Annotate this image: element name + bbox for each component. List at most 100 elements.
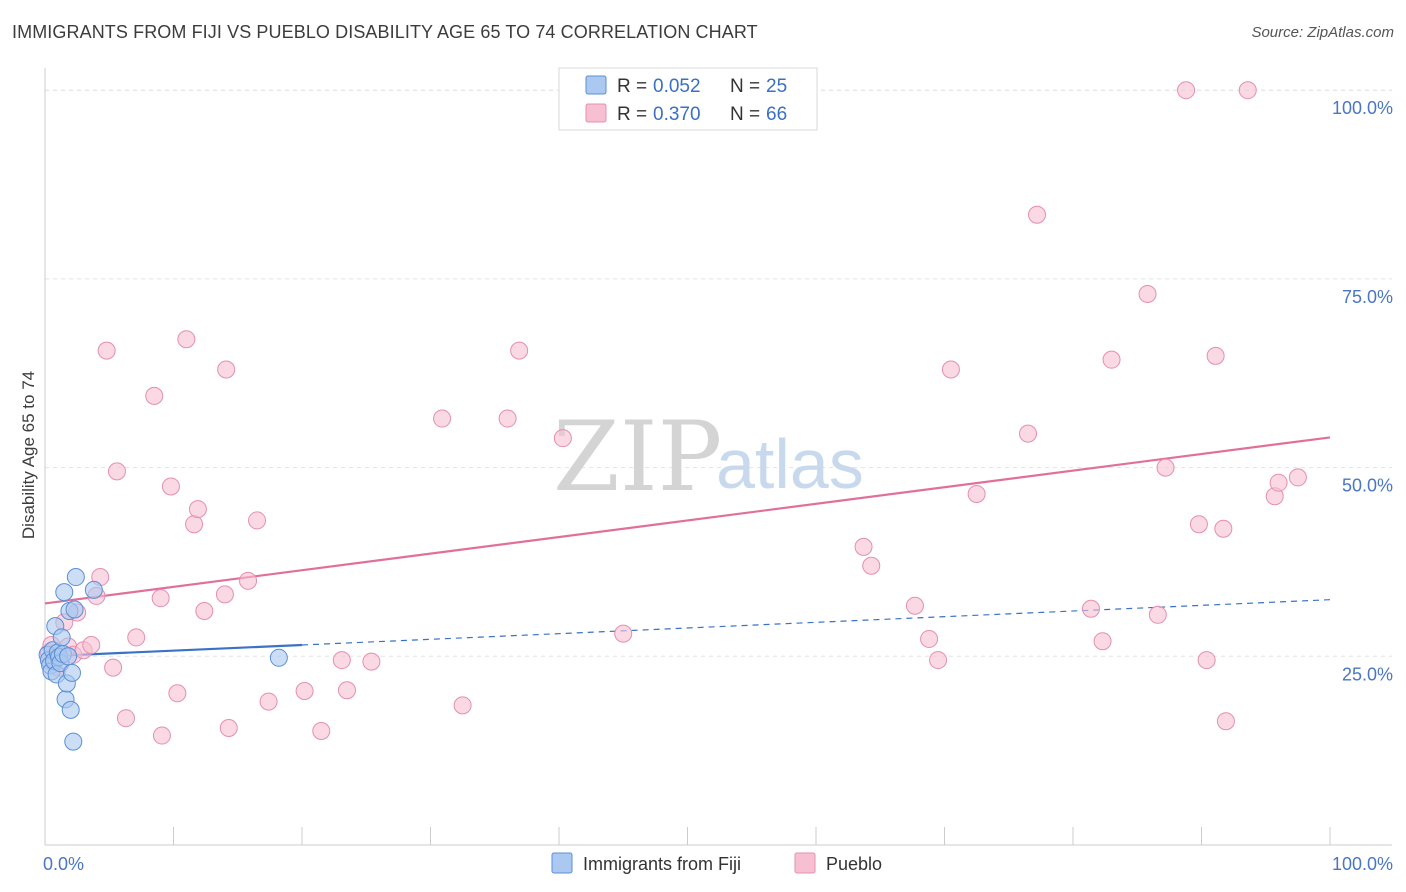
point-pueblo-23: [185, 515, 204, 534]
x-tick-label-1: 100.0%: [1332, 854, 1393, 874]
point-fiji-19: [62, 663, 81, 682]
watermark: ZIP atlas: [553, 401, 864, 513]
point-pueblo-35: [337, 681, 356, 700]
point-pueblo-33: [312, 722, 331, 741]
point-pueblo-20: [161, 477, 180, 496]
grid-lines: [45, 89, 1392, 657]
point-pueblo-62: [1206, 346, 1225, 365]
legend-fiji-r-value: 0.052: [653, 76, 701, 97]
legend-pueblo-r-label: R =: [617, 104, 647, 125]
point-fiji-24: [269, 648, 288, 667]
point-pueblo-59: [1177, 81, 1196, 100]
point-pueblo-64: [1214, 519, 1233, 538]
point-fiji-16: [59, 647, 78, 666]
point-pueblo-29: [239, 571, 258, 590]
point-pueblo-30: [248, 511, 267, 530]
legend-swatch-pueblo: [585, 103, 607, 123]
y-tick-label-2: 75.0%: [1342, 287, 1393, 307]
point-pueblo-68: [1288, 468, 1307, 487]
point-fiji-13: [55, 583, 74, 602]
point-fiji-18: [61, 700, 80, 719]
chart-title: IMMIGRANTS FROM FIJI VS PUEBLO DISABILIT…: [12, 22, 758, 42]
point-pueblo-60: [1189, 515, 1208, 534]
point-pueblo-54: [1093, 632, 1112, 651]
point-pueblo-65: [1238, 81, 1257, 100]
point-pueblo-53: [1081, 599, 1100, 618]
point-pueblo-57: [1148, 605, 1167, 624]
point-fiji-22: [66, 568, 85, 587]
legend-fiji-r-label: R =: [617, 76, 647, 97]
point-pueblo-52: [1028, 205, 1047, 224]
point-fiji-11: [52, 628, 71, 647]
point-pueblo-9: [82, 635, 101, 654]
point-fiji-23: [84, 580, 103, 599]
y-tick-labels: 25.0% 50.0% 75.0% 100.0%: [1332, 98, 1393, 684]
point-pueblo-13: [104, 658, 123, 677]
point-pueblo-42: [614, 624, 633, 643]
point-pueblo-47: [920, 629, 939, 648]
y-tick-label-1: 50.0%: [1342, 476, 1393, 496]
point-pueblo-46: [905, 596, 924, 615]
point-pueblo-39: [498, 409, 517, 428]
y-tick-label-3: 100.0%: [1332, 98, 1393, 118]
point-pueblo-32: [295, 682, 314, 701]
point-pueblo-27: [219, 719, 238, 738]
bottom-legend-pueblo-label: Pueblo: [826, 854, 882, 874]
legend-pueblo-r-value: 0.370: [653, 104, 701, 125]
point-pueblo-45: [862, 556, 881, 575]
bottom-legend-swatch-fiji: [551, 852, 573, 874]
legend-pueblo-n-value: 66: [766, 104, 787, 125]
point-pueblo-51: [1019, 424, 1038, 443]
point-pueblo-12: [97, 341, 116, 360]
watermark-atlas: atlas: [716, 425, 864, 503]
point-pueblo-37: [433, 409, 452, 428]
point-pueblo-50: [967, 485, 986, 504]
point-pueblo-28: [215, 585, 234, 604]
legend-fiji-n-label: N =: [730, 76, 760, 97]
point-pueblo-44: [854, 537, 873, 556]
trend-pueblo: [44, 436, 1331, 605]
bottom-legend-fiji-label: Immigrants from Fiji: [583, 854, 741, 874]
point-pueblo-31: [259, 692, 278, 711]
point-pueblo-14: [107, 462, 126, 481]
legend-pueblo-n-label: N =: [730, 104, 760, 125]
point-pueblo-49: [941, 360, 960, 379]
legend: R = 0.052 N = 25 R = 0.370 N = 66: [558, 67, 818, 131]
point-pueblo-63: [1216, 712, 1235, 731]
x-tick-labels: 0.0% 100.0%: [43, 854, 1393, 874]
point-pueblo-41: [553, 429, 572, 448]
data-points: [38, 81, 1307, 751]
point-pueblo-24: [188, 500, 207, 519]
point-pueblo-25: [195, 602, 214, 621]
point-pueblo-38: [453, 696, 472, 715]
point-pueblo-67: [1269, 473, 1288, 492]
point-pueblo-55: [1102, 350, 1121, 369]
point-pueblo-16: [127, 628, 146, 647]
trend-dashed-fiji: [301, 599, 1331, 646]
point-pueblo-21: [168, 684, 187, 703]
point-pueblo-18: [151, 589, 170, 608]
point-pueblo-48: [929, 651, 948, 670]
legend-fiji-n-value: 25: [766, 76, 787, 97]
point-pueblo-19: [152, 726, 171, 745]
point-fiji-20: [64, 732, 83, 751]
point-pueblo-22: [177, 330, 196, 349]
bottom-legend: Immigrants from Fiji Pueblo: [551, 852, 882, 874]
watermark-zip: ZIP: [553, 401, 722, 513]
point-pueblo-61: [1197, 651, 1216, 670]
point-pueblo-40: [510, 341, 529, 360]
point-pueblo-56: [1138, 284, 1157, 303]
point-fiji-21: [65, 600, 84, 619]
point-pueblo-17: [145, 386, 164, 405]
source-label: Source: ZipAtlas.com: [1251, 24, 1394, 41]
axes: [44, 68, 1392, 846]
point-pueblo-15: [116, 709, 135, 728]
point-pueblo-26: [217, 360, 236, 379]
point-pueblo-58: [1156, 458, 1175, 477]
x-tick-label-0: 0.0%: [43, 854, 84, 874]
y-axis-label: Disability Age 65 to 74: [19, 371, 38, 539]
point-pueblo-36: [362, 652, 381, 671]
y-tick-label-0: 25.0%: [1342, 664, 1393, 684]
bottom-legend-swatch-pueblo: [794, 852, 816, 874]
